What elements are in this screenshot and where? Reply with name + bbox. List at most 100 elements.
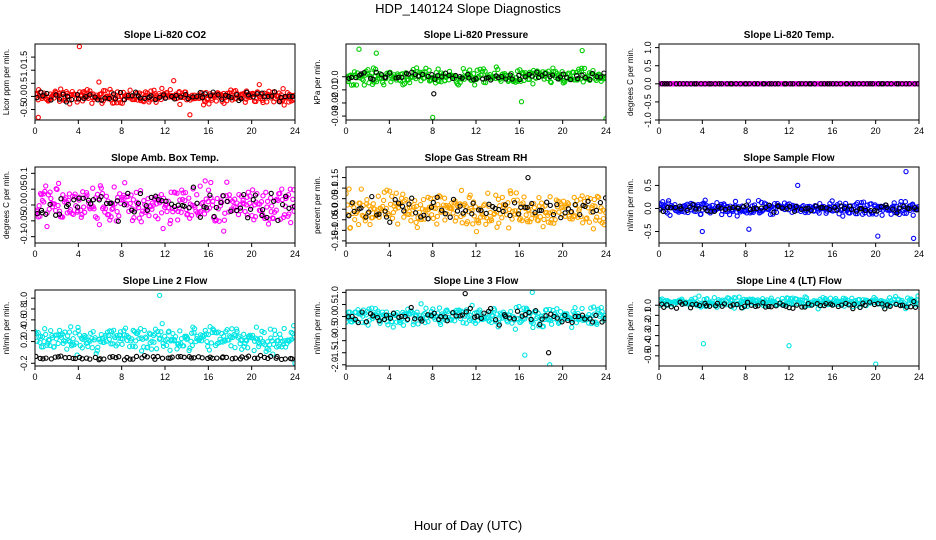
data-point	[384, 187, 390, 193]
data-point	[696, 293, 702, 299]
hourly-point	[47, 201, 53, 208]
data-point	[158, 329, 164, 335]
data-point	[281, 325, 287, 332]
data-point	[130, 327, 136, 334]
data-point	[182, 197, 188, 204]
y-tick-label: 0.1	[19, 167, 29, 180]
hourly-point	[60, 91, 66, 97]
hourly-point	[431, 310, 437, 316]
x-tick-label: 4	[76, 126, 81, 136]
hourly-point	[870, 81, 876, 87]
hourly-point	[714, 300, 721, 307]
hourly-point	[882, 306, 888, 312]
hourly-point	[492, 317, 499, 323]
hourly-point	[108, 200, 114, 206]
hourly-point	[271, 198, 277, 204]
hourly-point	[741, 303, 748, 309]
hourly-point	[63, 99, 70, 105]
data-point	[526, 76, 533, 83]
hourly-point	[790, 305, 796, 311]
data-point	[113, 218, 119, 224]
y-axis-label: degrees C per min.	[626, 48, 635, 116]
data-point	[519, 217, 525, 224]
data-point	[467, 192, 473, 198]
data-point	[254, 336, 261, 342]
data-point	[692, 295, 698, 301]
data-point	[482, 68, 488, 74]
hourly-point	[503, 76, 509, 82]
x-tick-label: 8	[430, 126, 435, 136]
hourly-point	[358, 71, 364, 77]
plot-frame	[345, 289, 607, 367]
data-point	[570, 69, 577, 76]
data-point	[47, 189, 53, 195]
data-point	[536, 194, 542, 201]
hourly-point	[463, 309, 469, 315]
hourly-point	[229, 356, 235, 362]
data-point	[854, 210, 860, 217]
data-point	[415, 321, 421, 327]
hourly-point	[727, 205, 733, 211]
hourly-point	[286, 205, 292, 211]
data-point	[590, 202, 596, 209]
hourly-point	[661, 304, 667, 310]
data-point	[126, 208, 132, 215]
hourly-point	[857, 304, 863, 311]
hourly-point	[706, 81, 712, 87]
panel-6: Slope Sample Flow nl/min per min. 0 4 8 12 16 2…	[626, 153, 924, 259]
outlier-point	[603, 116, 606, 120]
data-point	[210, 198, 216, 205]
data-point	[70, 336, 76, 342]
data-point	[389, 193, 395, 199]
hourly-point	[234, 207, 240, 214]
data-point	[359, 76, 365, 82]
data-point	[738, 299, 744, 305]
hourly-point	[558, 214, 564, 221]
outlier-point	[431, 91, 437, 97]
hourly-point	[813, 203, 819, 209]
hourly-point	[439, 207, 445, 213]
hourly-point	[71, 197, 77, 203]
data-point	[232, 196, 238, 202]
data-point	[407, 79, 413, 86]
data-point	[270, 341, 277, 347]
plot-frame	[34, 289, 296, 367]
x-tick-label: 8	[743, 126, 748, 136]
outlier-point	[579, 47, 585, 54]
hourly-point	[420, 71, 426, 78]
data-point	[153, 346, 160, 352]
data-point	[472, 82, 478, 88]
data-point	[51, 344, 57, 350]
hourly-point	[500, 208, 506, 215]
hourly-point	[888, 81, 894, 87]
data-point	[583, 216, 589, 222]
outlier-point	[875, 233, 881, 239]
hourly-point	[115, 218, 121, 224]
data-point	[94, 215, 100, 221]
hourly-point	[98, 193, 104, 200]
data-point	[892, 293, 899, 300]
hourly-point	[908, 304, 914, 310]
data-point	[579, 65, 585, 71]
data-point	[450, 210, 456, 216]
data-point	[347, 224, 354, 231]
hourly-point	[52, 354, 58, 360]
y-tick-label: -0.1	[330, 223, 340, 239]
data-point	[244, 345, 251, 351]
data-point	[417, 202, 424, 208]
data-point	[130, 343, 136, 349]
data-point	[146, 330, 152, 336]
hourly-point	[761, 81, 767, 87]
data-point	[891, 200, 897, 206]
hourly-point	[185, 96, 191, 102]
hourly-point	[194, 200, 200, 206]
data-point	[264, 198, 271, 205]
data-point	[130, 197, 137, 203]
data-point	[750, 296, 756, 302]
hourly-point	[457, 203, 463, 209]
panel-title: Slope Amb. Box Temp.	[111, 153, 219, 164]
hourly-point	[131, 209, 137, 215]
hourly-point	[110, 91, 117, 97]
x-tick-label: 4	[387, 249, 392, 259]
data-point	[56, 208, 63, 214]
